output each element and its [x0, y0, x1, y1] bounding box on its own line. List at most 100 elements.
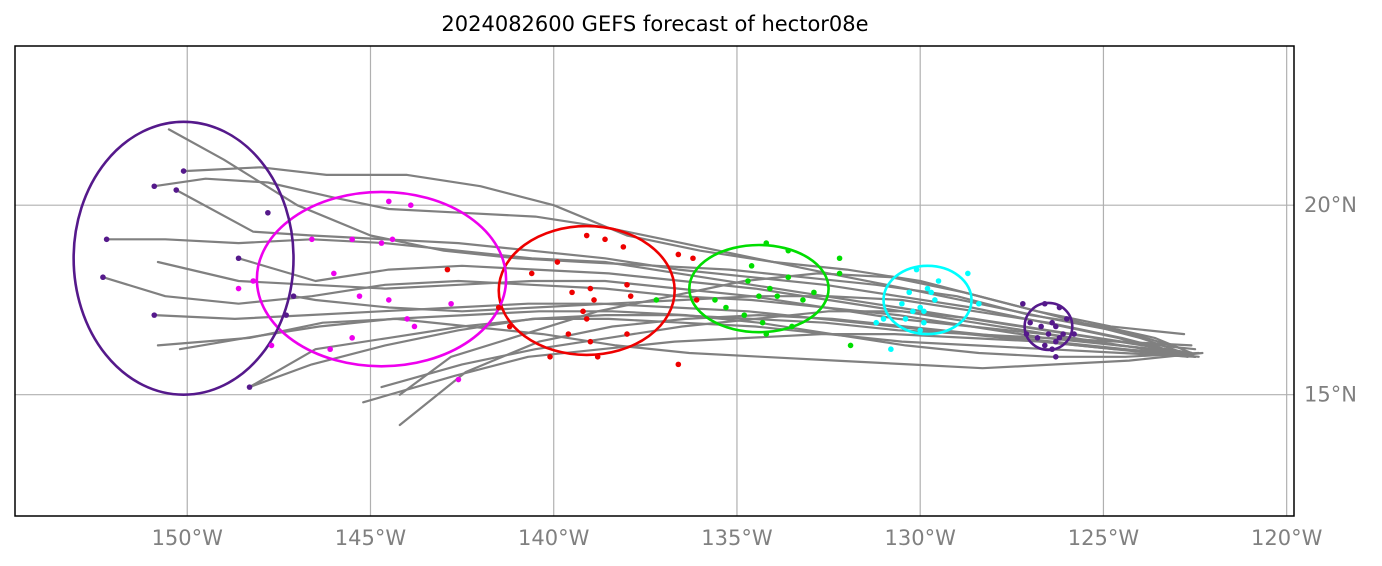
track-line — [153, 177, 1186, 351]
forecast-point — [624, 331, 630, 337]
forecast-point — [444, 266, 451, 273]
forecast-point — [873, 319, 880, 326]
forecast-point — [594, 354, 601, 360]
forecast-point — [712, 297, 718, 303]
forecast-point — [767, 285, 773, 292]
lon-tick-label: 125°W — [1068, 526, 1140, 550]
forecast-point — [789, 323, 795, 330]
forecast-point — [411, 323, 418, 330]
forecast-point — [906, 289, 913, 296]
forecast-point — [1038, 323, 1044, 330]
forecast-point — [1063, 316, 1070, 322]
forecast-point — [386, 297, 392, 303]
forecast-point — [180, 168, 187, 174]
forecast-point — [1041, 342, 1048, 349]
forecast-point — [528, 270, 535, 277]
forecast-point — [1052, 354, 1059, 360]
forecast-point — [785, 274, 792, 281]
map-frame — [14, 45, 1295, 517]
forecast-point — [763, 240, 770, 246]
forecast-point — [653, 297, 660, 303]
forecast-point — [756, 293, 762, 299]
map-title: 2024082600 GEFS forecast of hector08e — [441, 12, 869, 36]
forecast-point — [455, 376, 462, 383]
forecast-point — [580, 308, 586, 315]
forecast-point — [349, 236, 355, 243]
forecast-point — [759, 319, 766, 326]
forecast-point — [235, 255, 242, 262]
track-line — [156, 260, 1193, 355]
forecast-point — [407, 202, 414, 208]
forecast-point — [1020, 300, 1026, 307]
forecast-point — [847, 342, 854, 349]
forecast-point — [899, 300, 905, 307]
forecast-point — [349, 335, 355, 341]
forecast-point — [250, 278, 257, 284]
forecast-point — [1052, 338, 1059, 345]
forecast-point — [235, 285, 242, 292]
forecast-point — [290, 293, 297, 299]
ensemble-tracks — [101, 128, 1204, 427]
forecast-point — [836, 270, 843, 277]
uncertainty-ellipse — [1023, 301, 1074, 352]
forecast-point — [745, 278, 751, 284]
forecast-point — [928, 289, 934, 296]
forecast-point — [1027, 319, 1033, 326]
forecast-point — [100, 274, 106, 281]
lon-tick-label: 135°W — [701, 526, 773, 550]
forecast-point — [932, 297, 938, 303]
lon-tick-label: 130°W — [885, 526, 957, 550]
forecast-point — [723, 304, 729, 311]
forecast-point — [902, 316, 909, 322]
forecast-point — [785, 247, 792, 254]
track-line — [156, 317, 1204, 370]
forecast-point — [265, 209, 271, 216]
track-line — [182, 166, 1197, 358]
forecast-point — [774, 293, 781, 299]
forecast-point — [921, 308, 927, 315]
lon-tick-label: 145°W — [335, 526, 407, 550]
uncertainty-ellipse — [72, 120, 295, 397]
forecast-point — [620, 244, 627, 250]
forecast-point — [309, 236, 315, 243]
forecast-point — [547, 354, 553, 360]
track-line — [292, 295, 1197, 358]
forecast-point — [965, 270, 971, 277]
forecast-point — [1071, 331, 1077, 337]
lat-tick-label: 20°N — [1304, 193, 1357, 217]
track-line — [398, 272, 1186, 396]
uncertainty-ellipses — [72, 120, 1074, 397]
forecast-point — [327, 346, 333, 353]
forecast-point — [800, 297, 806, 303]
forecast-point — [690, 255, 696, 262]
forecast-point — [569, 289, 575, 296]
uncertainty-ellipse — [255, 190, 508, 368]
forecast-point — [910, 308, 916, 315]
forecast-point — [924, 285, 931, 292]
forecast-point — [1056, 335, 1063, 341]
forecast-point — [173, 187, 180, 193]
lon-tick-label: 150°W — [152, 526, 224, 550]
forecast-point — [917, 327, 923, 334]
forecast-point — [386, 198, 392, 205]
uncertainty-ellipse — [497, 224, 676, 357]
forecast-point — [1041, 300, 1048, 307]
lat-tick-label: 15°N — [1304, 383, 1357, 407]
forecast-point — [283, 312, 289, 318]
forecast-point — [1045, 331, 1052, 337]
forecast-point — [506, 323, 513, 330]
forecast-point — [103, 236, 110, 243]
forecast-point — [583, 316, 590, 322]
lon-tick-label: 120°W — [1251, 526, 1323, 550]
lon-tick-label: 140°W — [518, 526, 590, 550]
forecast-point — [268, 342, 275, 349]
forecast-point — [1034, 335, 1041, 341]
forecast-point — [151, 183, 158, 190]
forecast-point — [587, 338, 594, 345]
forecast-point — [565, 331, 572, 337]
forecast-point — [913, 266, 920, 273]
forecast-point — [602, 236, 608, 243]
forecast-point — [935, 278, 942, 284]
forecast-point — [917, 304, 923, 311]
